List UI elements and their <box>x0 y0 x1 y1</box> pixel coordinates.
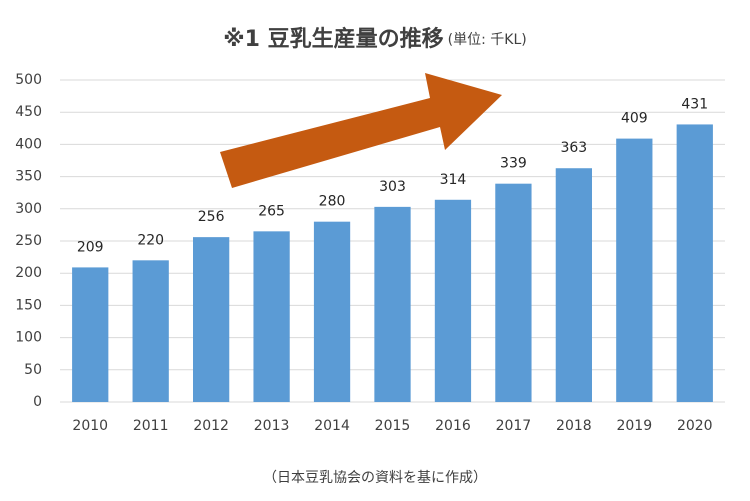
chart-title: ※1 豆乳生産量の推移 <box>223 26 443 52</box>
bar <box>676 124 713 402</box>
y-tick-label: 400 <box>15 136 42 152</box>
x-tick-label: 2017 <box>496 418 532 434</box>
x-tick-label: 2016 <box>435 418 471 434</box>
x-tick-label: 2015 <box>375 418 411 434</box>
y-tick-label: 0 <box>33 394 42 410</box>
chart-unit: (単位: 千KL) <box>448 32 527 48</box>
trend-arrow <box>220 73 502 188</box>
bar <box>132 260 169 402</box>
y-tick-label: 250 <box>15 233 42 249</box>
x-tick-label: 2012 <box>193 418 229 434</box>
y-tick-label: 100 <box>15 330 42 346</box>
x-tick-label: 2010 <box>72 418 108 434</box>
x-tick-label: 2011 <box>133 418 169 434</box>
chart-title-group: ※1 豆乳生産量の推移 (単位: 千KL) <box>223 26 526 52</box>
x-tick-label: 2019 <box>616 418 652 434</box>
bar <box>555 168 592 402</box>
x-tick-label: 2020 <box>677 418 713 434</box>
bar <box>72 267 109 402</box>
source-note: （日本豆乳協会の資料を基に作成） <box>263 469 487 486</box>
value-label: 363 <box>560 140 587 156</box>
y-tick-label: 500 <box>15 72 42 88</box>
bar <box>495 183 532 402</box>
x-tick-label: 2018 <box>556 418 592 434</box>
bar <box>616 138 653 402</box>
y-tick-label: 150 <box>15 297 42 313</box>
bar <box>374 206 411 402</box>
y-tick-label: 450 <box>15 104 42 120</box>
x-tick-label: 2014 <box>314 418 350 434</box>
y-tick-label: 350 <box>15 169 42 185</box>
value-label: 303 <box>379 179 406 195</box>
y-tick-label: 300 <box>15 201 42 217</box>
value-label: 314 <box>440 172 467 188</box>
value-label: 220 <box>137 232 164 248</box>
value-label: 256 <box>198 209 225 225</box>
value-label: 209 <box>77 239 104 255</box>
bar <box>434 199 472 402</box>
value-label: 280 <box>319 194 346 210</box>
bar <box>253 231 290 402</box>
value-label: 339 <box>500 156 527 172</box>
value-label: 431 <box>681 96 708 112</box>
value-label: 409 <box>621 111 648 127</box>
y-tick-label: 50 <box>24 362 42 378</box>
bar <box>313 221 351 402</box>
x-tick-label: 2013 <box>254 418 290 434</box>
bar <box>193 237 230 402</box>
value-label: 265 <box>258 203 285 219</box>
y-tick-label: 200 <box>15 265 42 281</box>
